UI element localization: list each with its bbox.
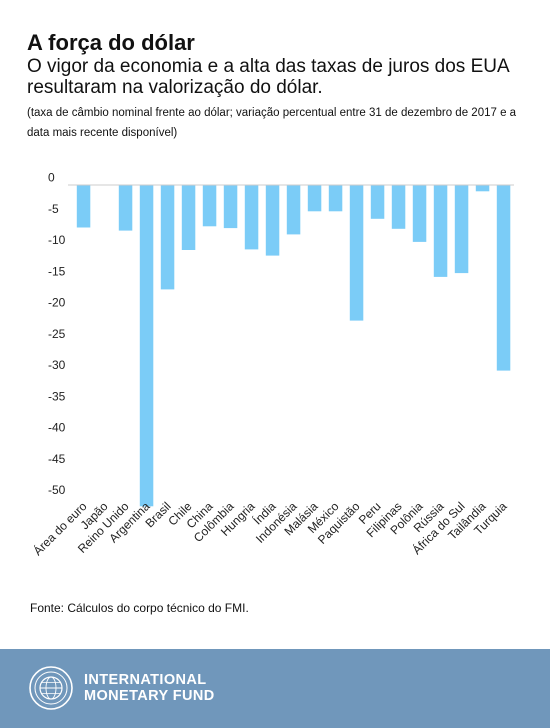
y-tick-label-9: -45 (48, 452, 66, 466)
chart-subtitle: O vigor da economia e a alta das taxas d… (27, 56, 509, 98)
bars-group (76, 185, 511, 507)
y-tick-label-5: -25 (48, 327, 66, 341)
bar-14 (370, 185, 385, 219)
y-tick-label-4: -20 (48, 296, 66, 310)
y-tick-label-6: -30 (48, 358, 66, 372)
y-axis-ticks: 0 -5 -10 -15 -20 -25 -30 -35 -40 -45 -50 (48, 171, 66, 498)
bar-chart: 0 -5 -10 -15 -20 -25 -30 -35 -40 -45 -50 Área do e… (30, 171, 514, 558)
bar-2 (118, 185, 133, 231)
imf-seal-icon (29, 666, 73, 710)
bar-17 (433, 185, 448, 277)
y-tick-label-8: -40 (48, 421, 66, 435)
bar-9 (265, 185, 280, 256)
y-tick-label-10: -50 (48, 483, 66, 497)
footer-bar: INTERNATIONAL MONETARY FUND (0, 649, 550, 728)
y-tick-label-0: 0 (48, 171, 55, 185)
bar-8 (244, 185, 259, 250)
bar-20 (496, 185, 511, 371)
bar-18 (454, 185, 469, 274)
bar-13 (349, 185, 364, 321)
chart-note: (taxa de câmbio nominal frente ao dólar;… (27, 107, 517, 139)
y-tick-label-3: -15 (48, 264, 66, 278)
bar-6 (202, 185, 217, 227)
bar-5 (181, 185, 196, 250)
imf-logo-text: INTERNATIONAL MONETARY FUND (84, 672, 215, 704)
bar-12 (328, 185, 343, 212)
bar-0 (76, 185, 91, 228)
bar-16 (412, 185, 427, 242)
y-tick-label-7: -35 (48, 389, 66, 403)
bar-10 (286, 185, 301, 235)
logo-line-2: MONETARY FUND (84, 688, 215, 704)
bar-4 (160, 185, 175, 290)
y-tick-label-1: -5 (48, 202, 59, 216)
source-note: Fonte: Cálculos do corpo técnico do FMI. (30, 601, 249, 615)
bar-15 (391, 185, 406, 229)
bar-7 (223, 185, 238, 229)
chart-title: A força do dólar (27, 30, 195, 55)
logo-line-1: INTERNATIONAL (84, 672, 207, 688)
bar-19 (475, 185, 490, 192)
y-tick-label-2: -10 (48, 233, 66, 247)
bar-3 (139, 185, 154, 507)
bar-11 (307, 185, 322, 212)
